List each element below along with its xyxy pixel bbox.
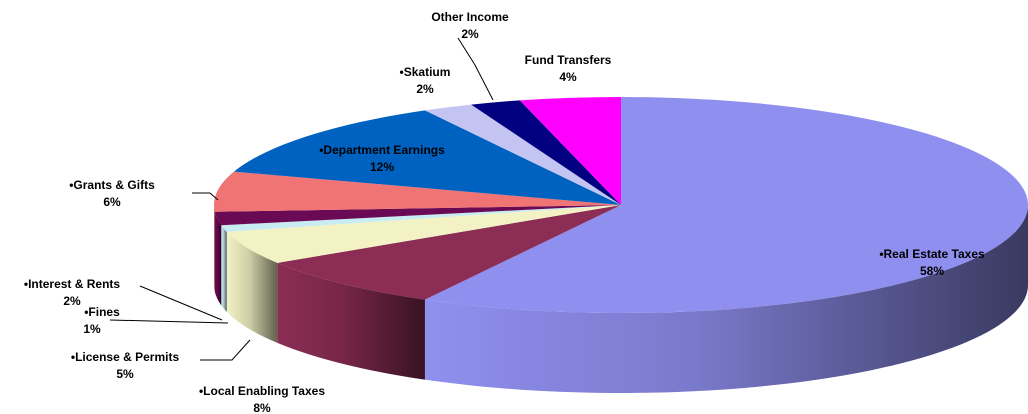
pie-slice [233,110,622,205]
value-label: 1% [83,322,101,336]
slice-label: •Skatium [400,65,451,79]
slice-label: •Grants & Gifts [69,178,155,192]
pie-slice [277,205,621,300]
pie-slice [519,97,621,205]
leader-line [109,319,229,324]
slice-label: •Local Enabling Taxes [199,384,325,398]
value-label: 8% [253,401,271,414]
value-label: 4% [559,70,577,84]
value-label: 6% [103,195,121,209]
wall-shade [214,205,215,292]
slice-label: •Real Estate Taxes [879,247,985,261]
value-label: 2% [63,294,81,308]
pie-slice [214,205,622,226]
slice-label: Fund Transfers [525,53,612,67]
pie-slice [424,104,621,205]
leader-line [192,192,219,201]
wall-shade [226,231,278,343]
pie-slice [214,171,621,212]
slice-label: Other Income [431,10,509,24]
value-label: 58% [920,264,944,278]
leader-line [139,285,223,321]
slice-label: •Interest & Rents [24,277,121,291]
pie-slice [226,205,621,263]
wall-shade [277,262,425,380]
slice-label: •License & Permits [71,350,180,364]
wall-shade [214,211,222,306]
leader-line [457,37,494,101]
pie-slice [424,97,1028,313]
value-label: 2% [416,82,434,96]
wall-shade [221,225,227,312]
value-label: 2% [461,27,479,41]
wall-shade [424,205,1028,393]
value-label: 12% [370,160,394,174]
pie-slice [221,205,621,232]
pie-slice [471,100,621,205]
value-label: 5% [116,367,134,381]
leader-line [200,339,251,361]
slice-label: •Fines [84,305,120,319]
slice-label: •Department Earnings [319,143,445,157]
